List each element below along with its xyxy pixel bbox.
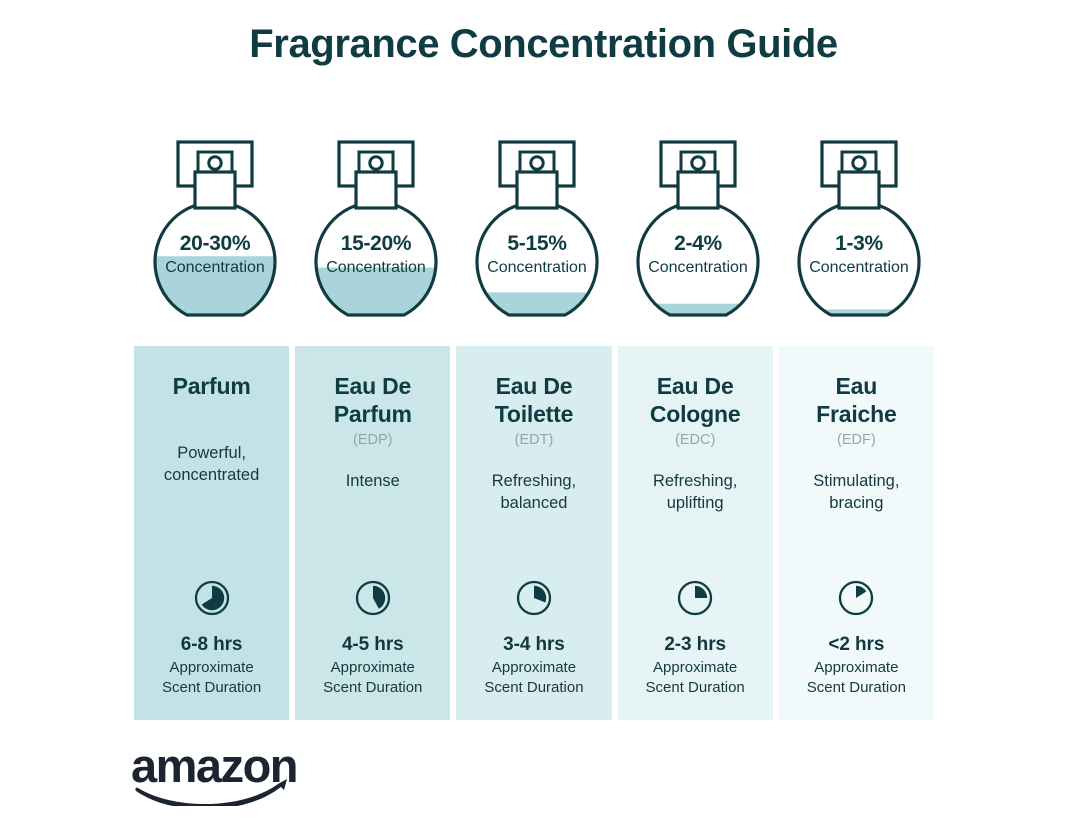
concentration-label: Concentration [487,259,587,276]
panel-eau-de-toilette: Eau De Toilette (EDT) Refreshing, balanced… [456,346,612,720]
duration-block: 6-8 hrs Approximate Scent Duration [134,634,289,697]
panel-abbreviation: (EDP) [353,432,393,449]
bottle-eau-de-toilette: 5-15% Concentration [463,136,611,334]
clock-icon [192,578,232,618]
svg-text:amazon: amazon [131,742,297,792]
bottle-eau-de-parfum: 15-20% Concentration [302,136,450,334]
panel-eau-fraiche: Eau Fraiche (EDF) Stimulating, bracing <2 h… [778,346,934,720]
panel-description: Intense [345,472,400,491]
panel-title: Eau De Parfum [333,373,412,428]
concentration-value: 1-3% [835,232,883,255]
bottle-cell-eau-de-toilette: 5-15% Concentration [456,136,617,334]
concentration-value: 20-30% [179,232,250,255]
page-title: Fragrance Concentration Guide [249,22,838,66]
duration-value: 4-5 hrs [341,634,404,655]
concentration-value: 15-20% [340,232,411,255]
duration-label: Approximate Scent Duration [161,659,262,696]
duration-value: <2 hrs [828,634,885,655]
concentration-label: Concentration [810,259,910,276]
clock-icon [836,578,876,618]
clock-icon [353,578,393,618]
clock-wedge [695,585,708,598]
bottle-eau-fraiche: 1-3% Concentration [785,136,933,334]
clock-wedge [533,585,547,603]
concentration-value: 2-4% [674,232,722,255]
duration-value: 6-8 hrs [180,634,243,655]
clock-wedge [201,585,224,611]
duration-label: Approximate Scent Duration [323,659,423,696]
clock-wrap [618,578,773,618]
panel-abbreviation: (EDF) [837,432,876,449]
duration-value: 2-3 hrs [664,634,726,655]
concentration-label: Concentration [165,259,265,276]
concentration-label: Concentration [648,259,748,276]
bottle-liquid [476,292,597,315]
concentration-label: Concentration [326,259,426,276]
duration-block: 4-5 hrs Approximate Scent Duration [295,634,450,697]
bottle-cell-eau-fraiche: 1-3% Concentration [779,136,940,334]
concentration-value: 5-15% [507,232,567,255]
amazon-smile-icon [135,783,282,806]
clock-wedge [856,585,867,598]
bottle-cell-parfum: 20-30% Concentration [134,136,295,334]
panel-description: Powerful, concentrated [163,444,260,485]
bottle-parfum: 20-30% Concentration [141,136,289,334]
duration-label: Approximate Scent Duration [484,659,584,696]
clock-wrap [456,578,611,618]
panel-title: Eau De Cologne [649,373,741,428]
bottle-cell-eau-de-parfum: 15-20% Concentration [295,136,456,334]
panel-description: Refreshing, uplifting [652,472,738,513]
panel-eau-de-parfum: Eau De Parfum (EDP) Intense 4-5 hrs Approxim… [295,346,451,720]
duration-block: 2-3 hrs Approximate Scent Duration [618,634,773,697]
bottle-cell-eau-de-cologne: 2-4% Concentration [618,136,779,334]
panel-description: Refreshing, balanced [491,472,577,513]
bottle-eau-de-cologne: 2-4% Concentration [624,136,772,334]
bottles-row: 20-30% Concentration 15-20% Concentration 5-… [134,136,940,334]
panel-eau-de-cologne: Eau De Cologne (EDC) Refreshing, uplifting… [617,346,773,720]
panel-abbreviation: (EDT) [514,432,554,449]
bottle-liquid [638,303,759,315]
panels-row: Parfum Powerful, concentrated 6-8 hrs Appro… [134,346,940,720]
duration-label: Approximate Scent Duration [806,659,906,696]
panel-title: Eau Fraiche [816,373,897,428]
duration-block: 3-4 hrs Approximate Scent Duration [456,634,611,697]
clock-icon [675,578,715,618]
panel-abbreviation: (EDC) [675,432,716,449]
amazon-logo: amazon [130,742,298,806]
bottle-liquid [799,309,920,315]
clock-wrap [134,578,289,618]
panel-parfum: Parfum Powerful, concentrated 6-8 hrs Appro… [134,346,290,720]
clock-wrap [295,578,450,618]
panel-title: Parfum [172,373,251,399]
clock-wrap [779,578,934,618]
clock-icon [514,578,554,618]
panel-title: Eau De Toilette [494,373,574,428]
clock-wedge [372,585,385,609]
duration-block: <2 hrs Approximate Scent Duration [779,634,934,697]
duration-label: Approximate Scent Duration [645,659,745,696]
panel-description: Stimulating, bracing [813,472,900,513]
duration-value: 3-4 hrs [503,634,565,655]
